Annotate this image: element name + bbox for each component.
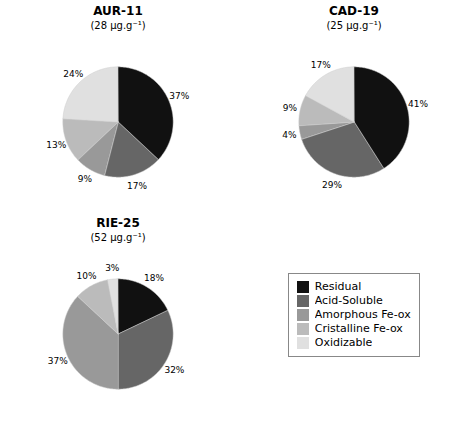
- svg-text:37%: 37%: [169, 91, 189, 101]
- html-text:RIE-25: RIE-25: [96, 216, 140, 230]
- svg-text:18%: 18%: [144, 273, 164, 283]
- svg-text:29%: 29%: [322, 180, 342, 190]
- html-text:CAD-19: CAD-19: [329, 4, 379, 18]
- svg-text:9%: 9%: [78, 174, 93, 184]
- html-text:(25 μg.g⁻¹): (25 μg.g⁻¹): [326, 20, 382, 31]
- svg-text:17%: 17%: [311, 60, 331, 70]
- html-text:Amorphous Fe-ox: Amorphous Fe-ox: [314, 308, 411, 322]
- svg-text:13%: 13%: [46, 140, 66, 150]
- svg-text:10%: 10%: [77, 271, 97, 281]
- svg-text:32%: 32%: [164, 365, 184, 375]
- svg-text:24%: 24%: [63, 69, 83, 79]
- html-text:AUR-11: AUR-11: [93, 4, 143, 18]
- html-text:Oxidizable: Oxidizable: [314, 336, 373, 350]
- svg-text:3%: 3%: [105, 263, 120, 273]
- html-text:(28 μg.g⁻¹): (28 μg.g⁻¹): [90, 20, 146, 31]
- svg-text:9%: 9%: [283, 103, 298, 113]
- html-text:Acid-Soluble: Acid-Soluble: [314, 294, 383, 308]
- html-text:(52 μg.g⁻¹): (52 μg.g⁻¹): [90, 232, 146, 243]
- svg-text:17%: 17%: [127, 181, 147, 191]
- svg-text:4%: 4%: [282, 130, 297, 140]
- html-text:Cristalline Fe-ox: Cristalline Fe-ox: [314, 322, 403, 336]
- svg-text:37%: 37%: [48, 356, 68, 366]
- svg-text:41%: 41%: [408, 99, 428, 109]
- html-text:Residual: Residual: [314, 280, 362, 294]
